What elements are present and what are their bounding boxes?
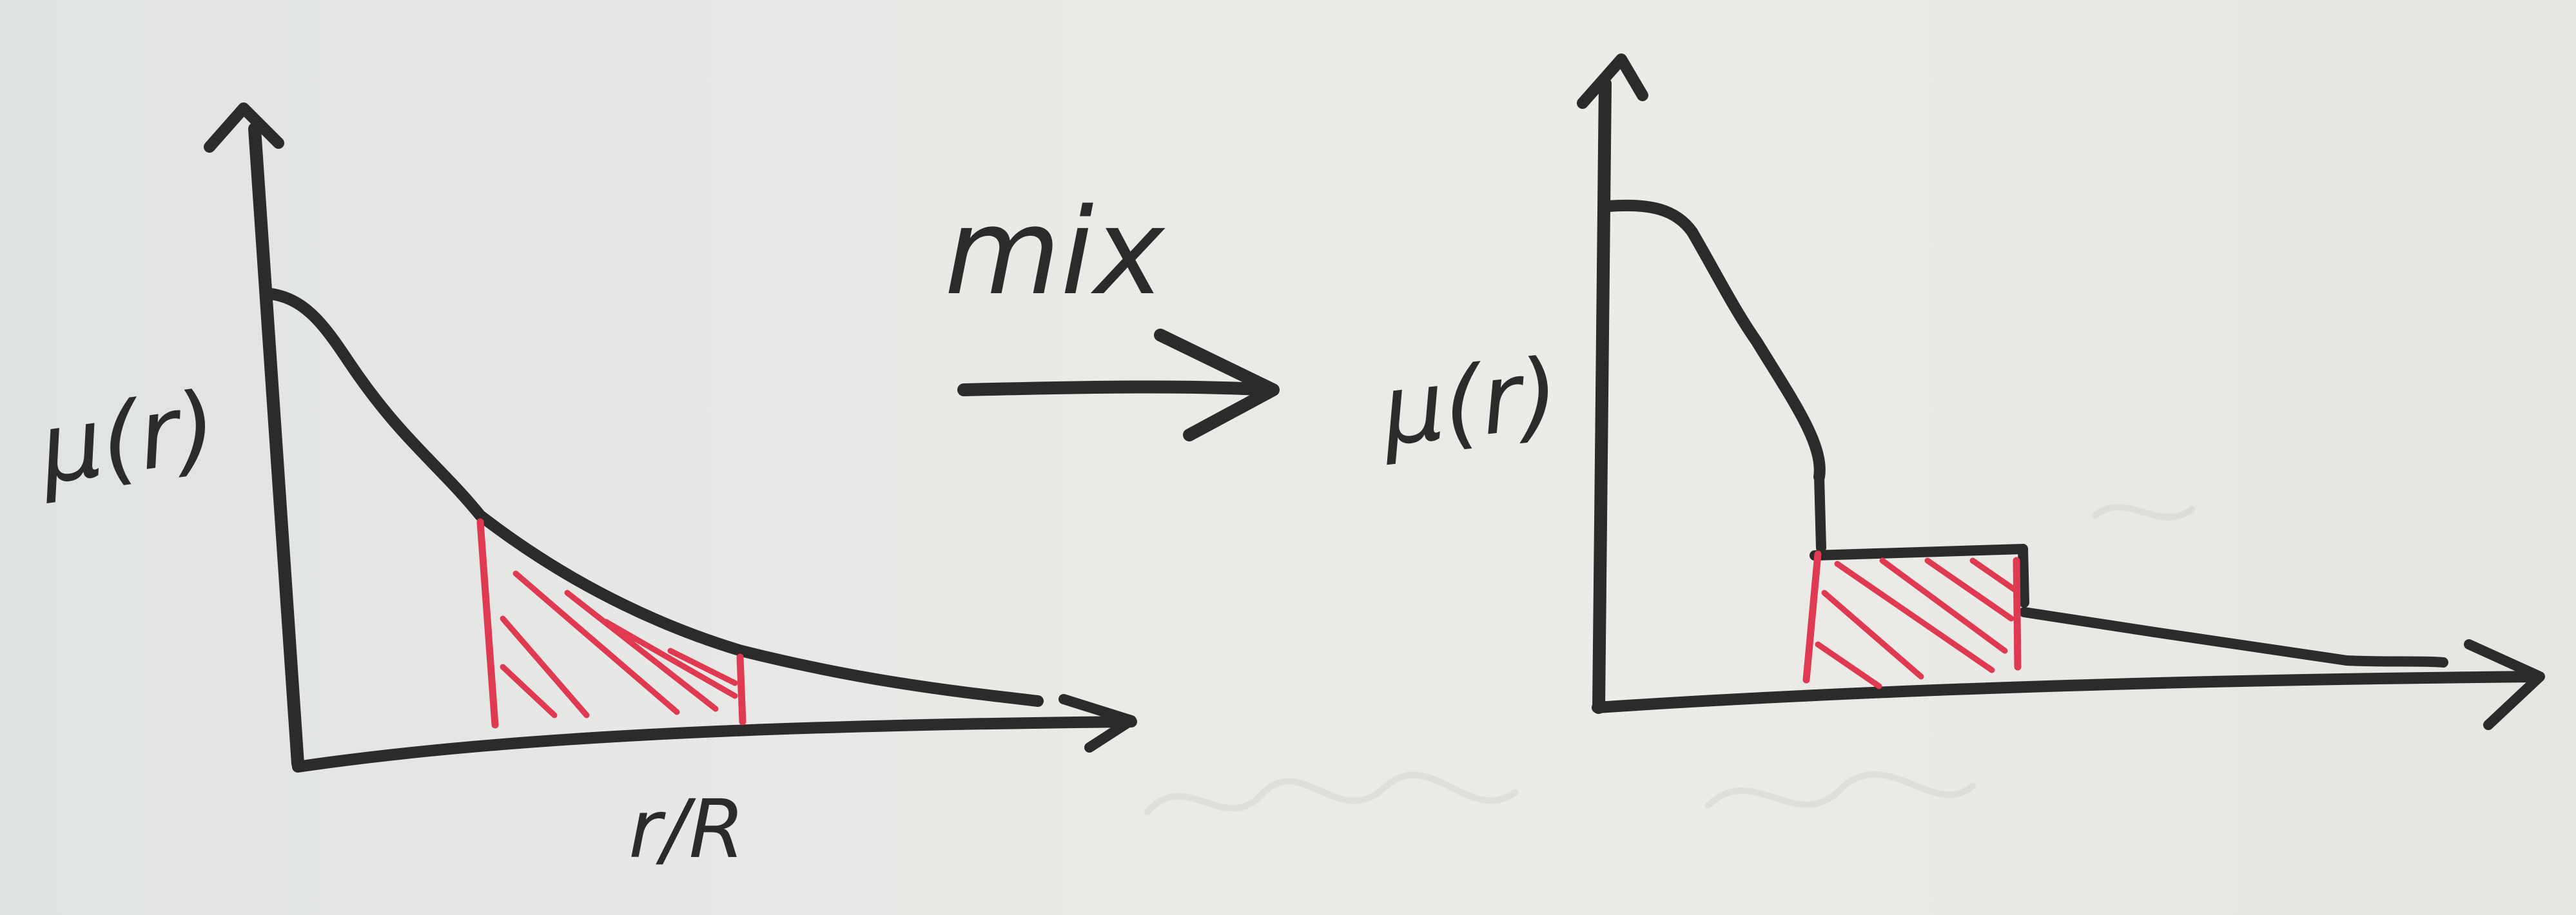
right-x-axis-arrowhead	[2464, 639, 2545, 730]
right-x-axis	[1592, 671, 2542, 713]
mix-label: mix	[944, 182, 1166, 322]
right-plot: μ(r)	[1376, 53, 2545, 730]
left-y-axis-arrowhead	[204, 102, 284, 153]
left-x-label: r/R	[629, 783, 745, 876]
mix-arrow-head	[1154, 329, 1280, 441]
mix-arrow-shaft	[957, 380, 1276, 396]
right-tail-curve	[2019, 607, 2448, 668]
left-decay-curve	[260, 287, 1044, 707]
right-box-top	[1810, 544, 2028, 561]
left-x-axis	[292, 716, 1137, 773]
right-shaded-region	[1802, 550, 2022, 689]
left-x-axis-arrowhead	[1059, 694, 1137, 753]
right-box-right-edge	[2018, 544, 2029, 608]
left-y-label: μ(r)	[32, 371, 224, 506]
right-y-label: μ(r)	[1376, 338, 1565, 468]
left-y-axis	[248, 122, 304, 770]
right-y-axis	[1592, 77, 1612, 714]
right-y-axis-arrowhead	[1577, 53, 1648, 109]
right-step-drop	[1814, 472, 1826, 553]
left-shaded-region	[476, 518, 746, 729]
ghost-writing	[1144, 504, 2195, 815]
left-plot: μ(r) r/R	[32, 102, 1137, 876]
mix-arrow: mix	[944, 182, 1280, 441]
right-steep-curve	[1603, 199, 1826, 483]
